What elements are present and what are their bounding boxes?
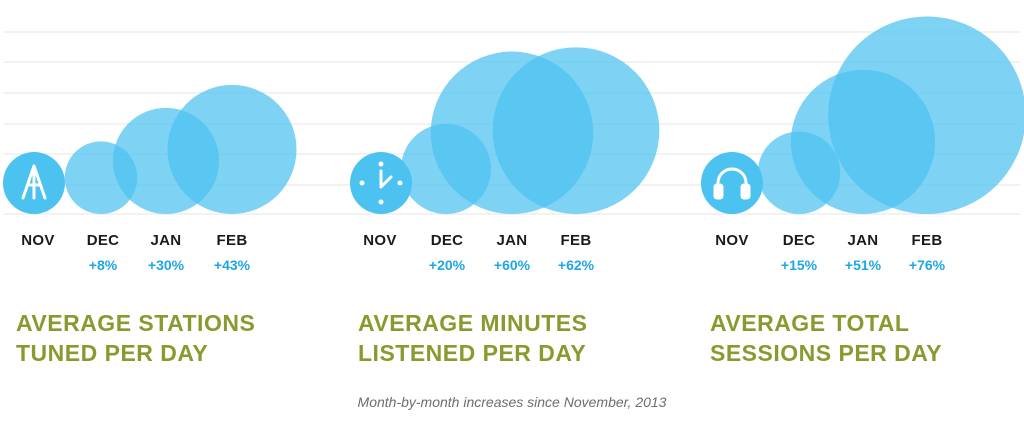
- increase-label: +20%: [428, 257, 466, 273]
- bubble-feb: [828, 16, 1024, 214]
- month-label: DEC: [86, 232, 120, 249]
- month-label: NOV: [715, 232, 749, 249]
- increase-label: +30%: [147, 257, 185, 273]
- chart-title-sessions: AVERAGE TOTAL SESSIONS PER DAY: [710, 310, 943, 366]
- month-label: FEB: [216, 232, 248, 249]
- increase-label: +76%: [908, 257, 946, 273]
- increase-label: +62%: [557, 257, 595, 273]
- month-label: JAN: [847, 232, 879, 249]
- month-label: DEC: [430, 232, 464, 249]
- bubble-chart-0: [3, 84, 297, 214]
- bubble-plot: [3, 16, 1024, 215]
- increase-label: +60%: [493, 257, 531, 273]
- bubble-feb: [492, 47, 660, 214]
- month-label: JAN: [150, 232, 182, 249]
- bubble-nov: [701, 152, 763, 214]
- increase-label: +43%: [213, 257, 251, 273]
- increase-label: +51%: [844, 257, 882, 273]
- month-label: DEC: [782, 232, 816, 249]
- bubble-chart-2: [701, 16, 1024, 214]
- month-label: FEB: [911, 232, 943, 249]
- caption: Month-by-month increases since November,…: [357, 394, 667, 410]
- month-label: FEB: [560, 232, 592, 249]
- radio-tower-icon: [21, 164, 47, 200]
- headphones-icon: [713, 167, 751, 200]
- month-label: JAN: [496, 232, 528, 249]
- increase-label: +15%: [780, 257, 818, 273]
- chart-title-stations: AVERAGE STATIONS TUNED PER DAY: [16, 310, 256, 366]
- chart-title-minutes: AVERAGE MINUTES LISTENED PER DAY: [358, 310, 588, 366]
- clock-icon: [359, 161, 403, 205]
- bubble-feb: [167, 84, 297, 214]
- month-label: NOV: [21, 232, 55, 249]
- increase-label: +8%: [88, 257, 118, 273]
- month-label: NOV: [363, 232, 397, 249]
- bubble-chart-1: [350, 47, 660, 214]
